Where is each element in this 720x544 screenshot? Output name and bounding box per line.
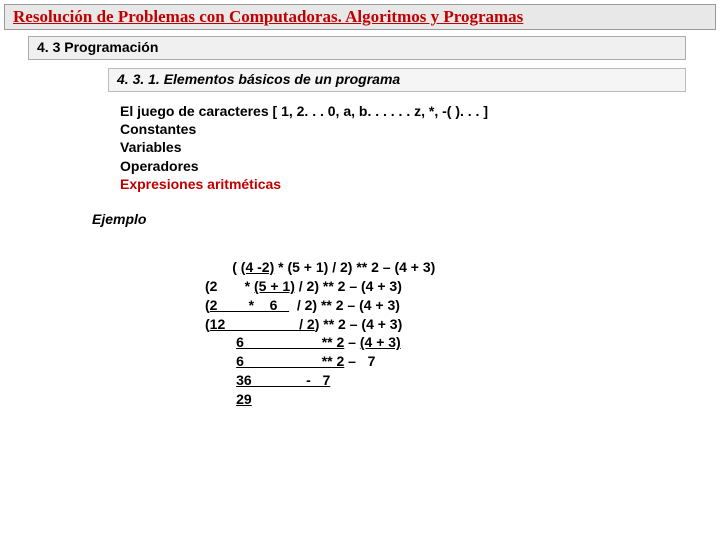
list-item: Variables bbox=[120, 138, 720, 156]
calc-line: 6 ** 2 – (4 + 3) bbox=[205, 334, 401, 350]
calc-text bbox=[205, 353, 236, 369]
calc-text: * (5 + 1) / 2) ** 2 – (4 + 3) bbox=[274, 259, 435, 275]
calc-line: (2 * 6 / 2) ** 2 – (4 + 3) bbox=[205, 297, 400, 313]
list-item: Constantes bbox=[120, 120, 720, 138]
calc-text: – 7 bbox=[344, 353, 375, 369]
calc-line: 29 bbox=[205, 391, 252, 407]
calc-line: ( (4 -2) * (5 + 1) / 2) ** 2 – (4 + 3) bbox=[205, 259, 435, 275]
section-bar: 4. 3 Programación bbox=[28, 36, 686, 60]
section-label: 4. 3 Programación bbox=[37, 39, 158, 55]
calc-line: (12 / 2) ** 2 – (4 + 3) bbox=[205, 316, 402, 332]
calc-underline: 36 - 7 bbox=[236, 372, 330, 388]
calc-line: 6 ** 2 – 7 bbox=[205, 353, 375, 369]
list-item: El juego de caracteres [ 1, 2. . . 0, a,… bbox=[120, 102, 720, 120]
page-title-bar: Resolución de Problemas con Computadoras… bbox=[4, 4, 716, 30]
calc-line: (2 * (5 + 1) / 2) ** 2 – (4 + 3) bbox=[205, 278, 402, 294]
calc-underline: 29 bbox=[236, 391, 252, 407]
page-title: Resolución de Problemas con Computadoras… bbox=[13, 7, 523, 26]
subsection-bar: 4. 3. 1. Elementos básicos de un program… bbox=[108, 68, 686, 92]
calc-text bbox=[205, 334, 236, 350]
calc-underline: 12 / 2 bbox=[210, 316, 315, 332]
calc-text: / 2) ** 2 – (4 + 3) bbox=[289, 297, 400, 313]
calc-underline: (5 + 1) bbox=[254, 278, 295, 294]
calc-text bbox=[205, 391, 236, 407]
calc-underline: 6 ** 2 bbox=[236, 353, 344, 369]
calc-block: ( (4 -2) * (5 + 1) / 2) ** 2 – (4 + 3) (… bbox=[205, 239, 720, 409]
list-item-highlight: Expresiones aritméticas bbox=[120, 175, 720, 193]
calc-text bbox=[205, 372, 236, 388]
calc-text: ) ** 2 – (4 + 3) bbox=[315, 316, 403, 332]
subsection-label: 4. 3. 1. Elementos básicos de un program… bbox=[117, 71, 400, 87]
calc-underline: (4 -2) bbox=[241, 259, 274, 275]
list-item: Operadores bbox=[120, 157, 720, 175]
calc-underline: (4 + 3) bbox=[360, 334, 401, 350]
calc-line: 36 - 7 bbox=[205, 372, 330, 388]
calc-text: / 2) ** 2 – (4 + 3) bbox=[295, 278, 402, 294]
calc-underline: 2 * 6 bbox=[210, 297, 289, 313]
calc-text: (2 * bbox=[205, 278, 254, 294]
calc-text: ( bbox=[205, 259, 241, 275]
example-label: Ejemplo bbox=[92, 211, 720, 227]
calc-text: – bbox=[344, 334, 360, 350]
content-list: El juego de caracteres [ 1, 2. . . 0, a,… bbox=[120, 102, 720, 193]
calc-underline: 6 ** 2 bbox=[236, 334, 344, 350]
